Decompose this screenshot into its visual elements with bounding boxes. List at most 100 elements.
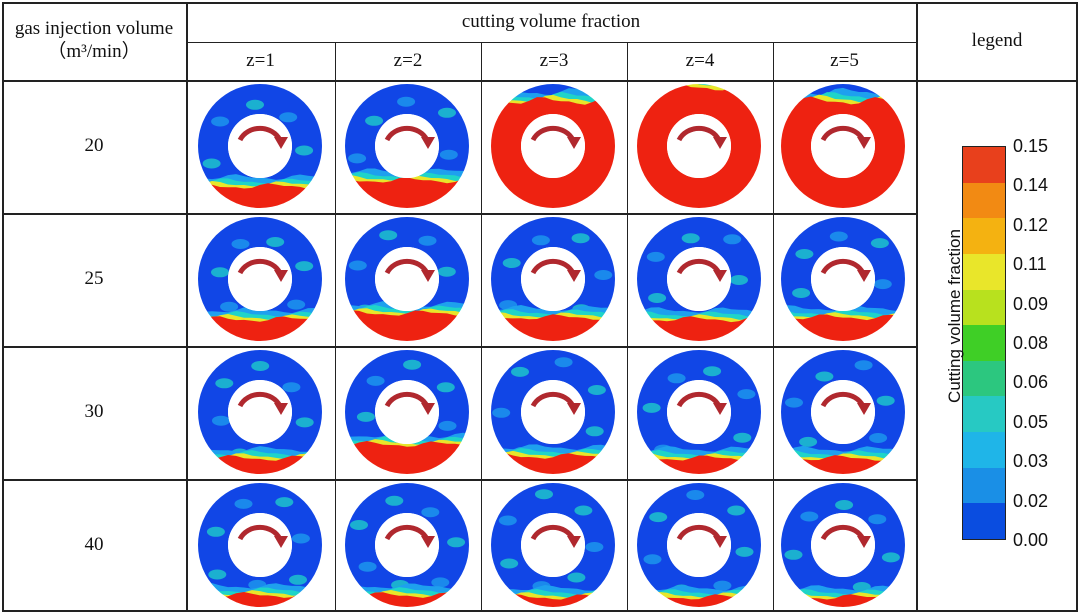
annulus-contour [196, 348, 324, 476]
legend-tick-label: 0.12 [1013, 214, 1049, 235]
rotation-arrow-icon [820, 391, 866, 408]
rotation-arrow-icon [820, 524, 866, 541]
rotation-arrow-icon [384, 524, 430, 541]
rotation-arrow-icon [820, 258, 866, 275]
rotation-arrow-head-icon [274, 270, 288, 282]
colorbar-band [963, 432, 1005, 468]
rotation-arrow-icon [530, 391, 576, 408]
rotation-arrow-icon [676, 391, 722, 408]
gas-40-label: 40 [2, 479, 186, 612]
annulus-contour-panel [779, 481, 907, 609]
divider-col-gas [186, 2, 188, 612]
rotation-arrow-head-icon [567, 137, 581, 149]
annulus-contour-panel [196, 348, 324, 476]
annulus-contour-panel [635, 82, 763, 210]
rotation-arrow-head-icon [857, 536, 871, 548]
annulus-contour [779, 481, 907, 609]
rotation-arrow-icon [384, 391, 430, 408]
divider-header-mid [186, 42, 916, 43]
annulus-contour [635, 82, 763, 210]
annulus-contour-panel [343, 82, 471, 210]
divider-header-bottom [2, 80, 1078, 82]
z4-header: z=4 [627, 42, 773, 80]
rotation-arrow-head-icon [713, 536, 727, 548]
rotation-arrow-icon [676, 524, 722, 541]
z3-header: z=3 [481, 42, 627, 80]
rotation-arrow-head-icon [421, 270, 435, 282]
colorbar-band [963, 218, 1005, 254]
rotation-arrow-head-icon [567, 270, 581, 282]
rotation-arrow-icon [676, 125, 722, 142]
gas-25-value: 25 [84, 268, 104, 290]
annulus-contour [779, 215, 907, 343]
annulus-contour-panel [196, 481, 324, 609]
rotation-arrow-icon [530, 524, 576, 541]
z4-header-label: z=4 [685, 49, 715, 71]
rotation-arrow-icon [384, 258, 430, 275]
rotation-arrow-icon [237, 258, 283, 275]
legend-tick-label: 0.09 [1013, 293, 1049, 314]
rotation-arrow-head-icon [713, 403, 727, 415]
colorbar-band [963, 325, 1005, 361]
divider-col-z2 [335, 42, 336, 612]
z1-header-label: z=1 [246, 49, 275, 71]
annulus-contour [779, 82, 907, 210]
gas-30-value: 30 [84, 401, 104, 423]
legend-header-label: legend [971, 29, 1023, 51]
border-right [1076, 2, 1078, 612]
annulus-contour-panel [489, 481, 617, 609]
annulus-contour-panel [489, 82, 617, 210]
rotation-arrow-head-icon [857, 270, 871, 282]
rotation-arrow-head-icon [713, 270, 727, 282]
divider-row-3 [2, 479, 916, 481]
colorbar-band [963, 289, 1005, 326]
divider-col-z5 [773, 42, 774, 612]
border-left [2, 2, 4, 612]
z1-header: z=1 [186, 42, 335, 80]
annulus-contour [635, 215, 763, 343]
rotation-arrow-head-icon [567, 536, 581, 548]
legend-tick-label: 0.11 [1013, 254, 1047, 275]
rotation-arrow-head-icon [567, 403, 581, 415]
rotation-arrow-icon [237, 524, 283, 541]
legend-tick-label: 0.14 [1013, 175, 1049, 196]
rotation-arrow-head-icon [713, 137, 727, 149]
legend-tick-label: 0.15 [1013, 136, 1049, 156]
legend-header: legend [916, 2, 1078, 80]
annulus-contour [196, 481, 324, 609]
annulus-contour [489, 481, 617, 609]
legend-bar-title: Cutting volume fraction [945, 229, 964, 403]
divider-col-legend [916, 2, 918, 612]
z2-header-label: z=2 [393, 49, 423, 71]
rotation-arrow-icon [676, 258, 722, 275]
annulus-contour-panel [489, 348, 617, 476]
border-bottom [2, 610, 1078, 612]
rotation-arrow-head-icon [421, 137, 435, 149]
z5-header-label: z=5 [830, 49, 859, 71]
colorbar-band [963, 182, 1005, 219]
cutting-volume-header-label: cutting volume fraction [461, 10, 641, 32]
border-top [2, 2, 1078, 4]
annulus-contour-panel [343, 481, 471, 609]
legend-tick-label: 0.06 [1013, 372, 1049, 393]
legend-tick-label: 0.05 [1013, 411, 1049, 432]
rotation-arrow-head-icon [421, 403, 435, 415]
rotation-arrow-icon [530, 125, 576, 142]
rotation-arrow-head-icon [857, 137, 871, 149]
annulus-contour-panel [635, 348, 763, 476]
rotation-arrow-head-icon [274, 137, 288, 149]
legend-tick-label: 0.02 [1013, 490, 1049, 511]
gas-20-value: 20 [84, 135, 104, 157]
rotation-arrow-icon [530, 258, 576, 275]
gas-40-value: 40 [84, 534, 104, 556]
rotation-arrow-head-icon [857, 403, 871, 415]
annulus-contour-panel [196, 82, 324, 210]
annulus-contour [343, 348, 471, 476]
colorbar-band [963, 360, 1005, 397]
annulus-contour-panel [779, 215, 907, 343]
annulus-contour-panel [343, 215, 471, 343]
colorbar-band [963, 147, 1005, 183]
legend-tick-label: 0.00 [1013, 530, 1049, 550]
annulus-contour [196, 215, 324, 343]
